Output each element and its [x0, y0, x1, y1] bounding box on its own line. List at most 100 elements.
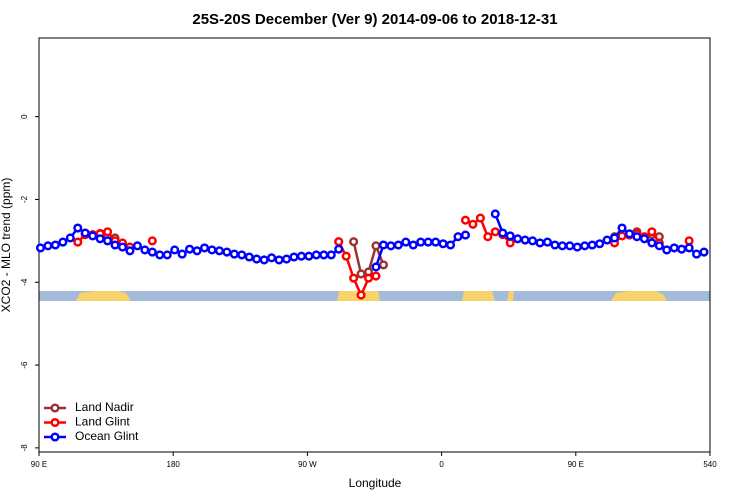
data-point: [65, 233, 75, 243]
data-point: [192, 246, 202, 256]
data-point: [207, 245, 217, 255]
data-point: [453, 232, 463, 242]
data-point: [505, 231, 515, 241]
data-point: [50, 240, 60, 250]
data-point: [289, 252, 299, 262]
data-point: [43, 241, 53, 251]
data-point: [677, 244, 687, 254]
data-point: [110, 240, 120, 250]
data-point: [170, 245, 180, 255]
data-point: [423, 237, 433, 247]
data-point: [416, 237, 426, 247]
data-point: [654, 241, 664, 251]
data-point: [229, 249, 239, 259]
chart-title: 25S-20S December (Ver 9) 2014-09-06 to 2…: [192, 11, 557, 28]
data-point: [468, 219, 478, 229]
data-point: [692, 249, 702, 259]
data-point: [95, 234, 105, 244]
legend-label: Land Glint: [75, 415, 130, 429]
data-point: [356, 290, 366, 300]
data-point: [505, 238, 515, 248]
x-axis-label: Longitude: [349, 476, 402, 490]
data-point: [334, 244, 344, 254]
data-point: [259, 255, 269, 265]
data-point: [490, 227, 500, 237]
data-point: [602, 235, 612, 245]
data-point: [401, 237, 411, 247]
x-tick-label: 90 E: [568, 460, 584, 469]
data-point: [632, 232, 642, 242]
data-point: [684, 243, 694, 253]
data-point: [617, 223, 627, 233]
data-point: [647, 238, 657, 248]
y-axis-label: XCO2 - MLO trend (ppm): [0, 178, 13, 313]
data-point: [274, 255, 284, 265]
data-point: [80, 228, 90, 238]
data-point: [252, 254, 262, 264]
legend-label: Ocean Glint: [75, 429, 139, 443]
data-point: [498, 228, 508, 238]
data-point: [341, 251, 351, 261]
data-point: [103, 227, 113, 237]
data-point: [237, 250, 247, 260]
data-point: [445, 240, 456, 250]
data-point: [639, 234, 649, 244]
land-patch: [507, 291, 514, 301]
x-tick-label: 90 W: [298, 460, 317, 469]
land-patch: [611, 291, 667, 301]
data-point: [587, 240, 597, 250]
data-point: [647, 227, 657, 237]
legend-marker: [50, 403, 60, 413]
data-point: [73, 237, 83, 247]
data-point: [349, 273, 359, 283]
data-point: [669, 243, 679, 253]
land-patch: [462, 291, 495, 301]
data-point: [162, 250, 172, 260]
data-point: [699, 247, 709, 257]
data-point: [408, 240, 418, 250]
legend-marker: [50, 432, 60, 442]
data-point: [356, 269, 366, 279]
x-tick-label: 180: [167, 460, 181, 469]
data-point: [550, 240, 560, 250]
data-point: [214, 246, 224, 256]
data-point: [580, 241, 590, 251]
y-tick-label: 0: [20, 114, 29, 119]
data-point: [319, 250, 329, 260]
data-point: [244, 252, 254, 262]
data-point: [281, 254, 292, 264]
data-point: [438, 239, 448, 249]
data-point: [557, 241, 567, 251]
data-point: [542, 237, 553, 247]
data-point: [199, 243, 210, 253]
data-point: [267, 253, 277, 263]
land-patch: [76, 291, 131, 301]
legend-marker: [50, 417, 60, 428]
data-point: [378, 240, 388, 250]
data-point: [617, 231, 627, 241]
data-point: [155, 250, 165, 260]
data-point: [520, 235, 530, 245]
data-point: [311, 250, 321, 260]
data-point: [535, 238, 545, 248]
data-point: [140, 245, 150, 255]
data-point: [304, 251, 314, 261]
data-point: [177, 249, 187, 259]
x-tick-label: 90 E: [31, 460, 47, 469]
data-point: [334, 237, 344, 247]
data-point: [132, 241, 142, 251]
data-point: [371, 262, 381, 272]
data-point: [513, 234, 523, 244]
data-point: [363, 273, 374, 283]
y-tick-label: -6: [20, 361, 29, 369]
data-point: [386, 241, 396, 251]
y-tick-label: -2: [20, 195, 29, 203]
data-point: [431, 237, 441, 247]
data-point: [296, 251, 306, 261]
data-point: [88, 231, 98, 241]
y-tick-label: -4: [20, 278, 29, 286]
data-point: [147, 236, 157, 246]
data-point: [483, 232, 493, 242]
data-point: [222, 247, 232, 257]
